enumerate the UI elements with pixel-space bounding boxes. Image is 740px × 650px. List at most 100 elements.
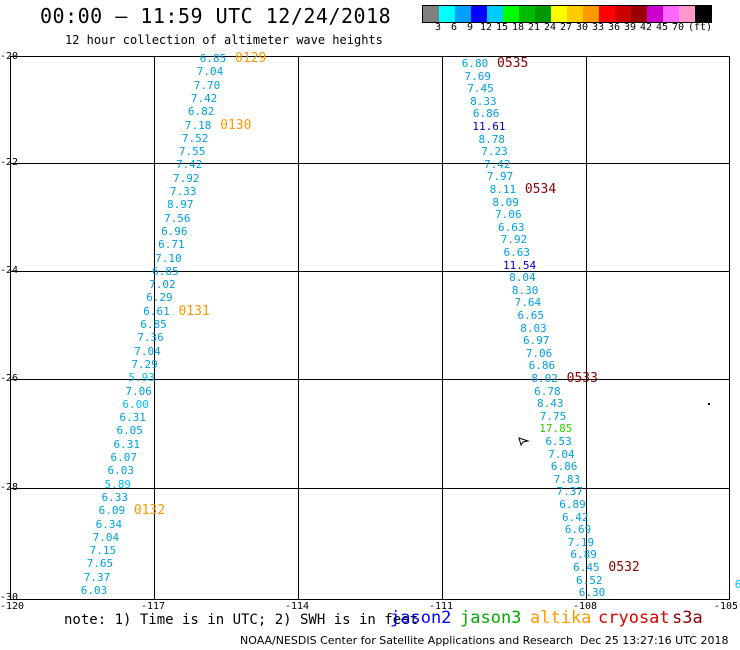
y-tick-label: -24 xyxy=(0,265,19,276)
wave-height-value: 7.75 xyxy=(539,409,567,423)
color-swatch xyxy=(663,6,679,22)
color-scale-tick: 9 xyxy=(466,22,474,33)
color-swatch xyxy=(679,6,695,22)
pass-time-label: 0131 xyxy=(178,303,210,319)
wave-height-value: 8.33 xyxy=(470,94,497,108)
latitude-gridline xyxy=(11,271,729,272)
color-swatch xyxy=(599,6,615,22)
wave-height-value: 7.06 xyxy=(495,208,522,222)
pass-time-label: 0129 xyxy=(235,51,267,66)
color-scale-ticks: 3 6 9 12 15 18 21 24 27 30 33 36 39 42 45 70 (ft) xyxy=(422,22,740,36)
wave-height-value: 6.82 xyxy=(187,105,215,119)
color-swatch xyxy=(631,6,647,22)
longitude-gridline xyxy=(298,57,299,599)
wave-height-value: 6.53 xyxy=(545,435,572,448)
latitude-gridline xyxy=(11,379,729,380)
map-plot-area xyxy=(10,56,730,600)
latitude-gridline xyxy=(11,488,729,489)
color-swatch xyxy=(615,6,631,22)
color-swatch xyxy=(551,6,567,22)
wave-height-value: 6.86 xyxy=(528,359,556,373)
wave-height-value: 6.80 xyxy=(461,57,489,70)
wave-height-value: 7.55 xyxy=(178,145,206,159)
wave-height-value: 7.70 xyxy=(193,78,221,92)
x-tick-label: -114 xyxy=(284,601,310,612)
wave-height-value: 8.04 xyxy=(509,271,536,285)
wave-height-value: 7.04 xyxy=(92,530,120,544)
wave-height-value: 6.96 xyxy=(161,224,188,238)
wave-height-value: 8.78 xyxy=(478,132,505,146)
wave-height-value: 7.65 xyxy=(86,557,114,571)
wave-height-value: 6.52 xyxy=(575,573,603,587)
wave-height-value: 6.05 xyxy=(116,424,143,438)
credit-line: NOAA/NESDIS Center for Satellite Applica… xyxy=(240,634,574,647)
y-tick-label: -22 xyxy=(0,157,19,168)
wave-height-value: 7.10 xyxy=(155,251,182,265)
color-swatch xyxy=(423,6,439,22)
legend-jason3: jason3 xyxy=(460,608,522,628)
wave-height-value: 8.43 xyxy=(536,397,564,411)
color-scale-bar xyxy=(422,5,712,23)
color-scale-tick: 6 xyxy=(450,22,458,33)
wave-height-value: 6.97 xyxy=(523,334,550,348)
wave-height-value: 6.31 xyxy=(119,411,146,425)
edge-wave-height-value: 6 xyxy=(734,578,740,591)
color-swatch xyxy=(695,6,711,22)
wave-height-value: 5.89 xyxy=(104,477,132,491)
wave-height-value: 8.09 xyxy=(492,195,519,209)
color-scale-tick: 39 xyxy=(623,22,637,33)
wave-height-value: 7.15 xyxy=(89,544,117,558)
wave-height-value: 7.37 xyxy=(83,570,111,584)
wave-height-value: 7.42 xyxy=(190,91,218,105)
x-tick-label: -120 xyxy=(0,601,25,612)
color-scale-tick: 45 xyxy=(655,22,669,33)
wave-height-value: 7.04 xyxy=(134,344,161,358)
wave-height-value: 6.31 xyxy=(113,437,140,451)
wave-height-value: 7.23 xyxy=(481,145,508,159)
wave-height-value: 6.42 xyxy=(562,510,589,524)
color-swatch xyxy=(535,6,551,22)
wave-height-value: 7.29 xyxy=(131,357,158,371)
color-swatch xyxy=(647,6,663,22)
wave-height-value: 7.64 xyxy=(514,296,542,310)
wave-height-value: 7.19 xyxy=(567,535,595,549)
color-scale-tick: 18 xyxy=(511,22,525,33)
wave-height-value: 8.30 xyxy=(511,283,539,297)
color-swatch xyxy=(439,6,455,22)
wave-height-value: 6.30 xyxy=(578,586,606,600)
footer-note: note: 1) Time is in UTC; 2) SWH is in fe… xyxy=(64,612,419,628)
color-scale-tick: 30 xyxy=(575,22,589,33)
color-swatch xyxy=(455,6,471,22)
wave-height-value: 7.69 xyxy=(464,69,492,83)
wave-height-value: 6.34 xyxy=(95,517,123,531)
wave-height-value: 7.06 xyxy=(525,346,553,360)
wave-height-value: 6.85 xyxy=(152,264,179,278)
wave-height-value: 7.97 xyxy=(486,170,514,184)
pass-time-label: 0534 xyxy=(524,182,557,197)
color-scale-tick: 24 xyxy=(543,22,557,33)
color-scale-tick: 3 xyxy=(434,22,442,33)
wave-height-value: 11.54 xyxy=(503,258,537,272)
wave-height-value: 17.85 xyxy=(539,422,573,436)
wave-height-value: 6.71 xyxy=(158,238,185,252)
color-scale-tick: 15 xyxy=(495,22,509,33)
legend-cryosat: cryosat xyxy=(598,608,670,628)
wave-height-value: 7.92 xyxy=(500,233,528,247)
wave-height-value: 6.86 xyxy=(550,460,578,474)
generated-timestamp: Dec 25 13:27:16 UTC 2018 xyxy=(580,634,729,647)
y-tick-label: -28 xyxy=(0,482,19,493)
wave-height-value: 7.92 xyxy=(172,171,200,185)
y-tick-label: -30 xyxy=(0,592,19,603)
x-tick-label: -117 xyxy=(140,601,166,612)
color-swatch xyxy=(487,6,503,22)
wave-height-value: 6.07 xyxy=(110,451,138,464)
wave-height-value: 6.89 xyxy=(559,498,586,511)
wave-height-value: 11.61 xyxy=(472,120,506,133)
wave-height-value: 7.18 xyxy=(184,118,212,132)
wave-height-value: 7.06 xyxy=(125,384,152,398)
wave-height-value: 6.86 xyxy=(472,107,500,121)
legend-s3a: s3a xyxy=(672,608,703,628)
wave-height-value: 7.83 xyxy=(553,472,581,486)
x-tick-label: -105 xyxy=(713,601,739,612)
wave-height-value: 8.97 xyxy=(167,198,194,212)
